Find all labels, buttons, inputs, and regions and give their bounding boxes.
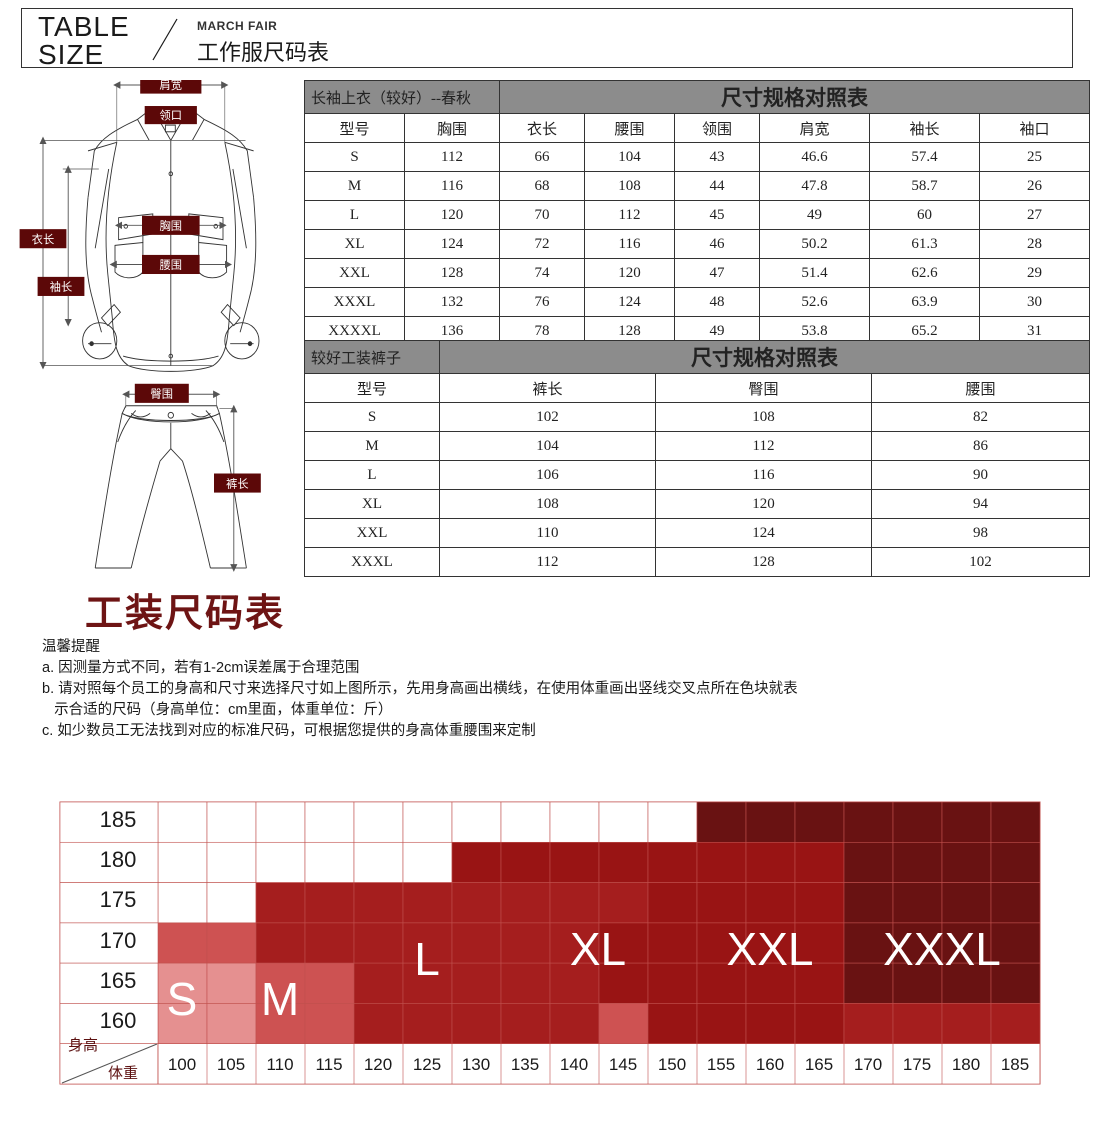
svg-text:120: 120 [364, 1055, 392, 1074]
svg-text:155: 155 [707, 1055, 735, 1074]
svg-text:150: 150 [658, 1055, 686, 1074]
svg-text:185: 185 [1001, 1055, 1029, 1074]
svg-text:185: 185 [100, 807, 137, 832]
svg-text:130: 130 [462, 1055, 490, 1074]
svg-text:L: L [414, 933, 440, 985]
svg-text:身高: 身高 [68, 1037, 98, 1054]
svg-text:180: 180 [952, 1055, 980, 1074]
svg-text:110: 110 [266, 1055, 293, 1074]
svg-text:125: 125 [413, 1055, 441, 1074]
svg-text:XXXL: XXXL [883, 923, 1001, 975]
svg-text:M: M [261, 973, 299, 1025]
svg-text:170: 170 [100, 928, 137, 953]
svg-text:160: 160 [100, 1008, 137, 1033]
svg-text:135: 135 [511, 1055, 539, 1074]
svg-text:体重: 体重 [108, 1065, 138, 1082]
svg-text:100: 100 [168, 1055, 196, 1074]
svg-text:170: 170 [854, 1055, 882, 1074]
svg-text:XXL: XXL [727, 923, 814, 975]
svg-text:160: 160 [756, 1055, 784, 1074]
svg-text:175: 175 [903, 1055, 931, 1074]
svg-text:165: 165 [805, 1055, 833, 1074]
svg-text:115: 115 [315, 1055, 342, 1074]
svg-text:165: 165 [100, 968, 137, 993]
svg-text:145: 145 [609, 1055, 637, 1074]
svg-text:175: 175 [100, 887, 137, 912]
svg-text:140: 140 [560, 1055, 588, 1074]
svg-text:XL: XL [570, 923, 626, 975]
svg-text:105: 105 [217, 1055, 245, 1074]
svg-text:180: 180 [100, 847, 137, 872]
svg-text:S: S [167, 973, 198, 1025]
